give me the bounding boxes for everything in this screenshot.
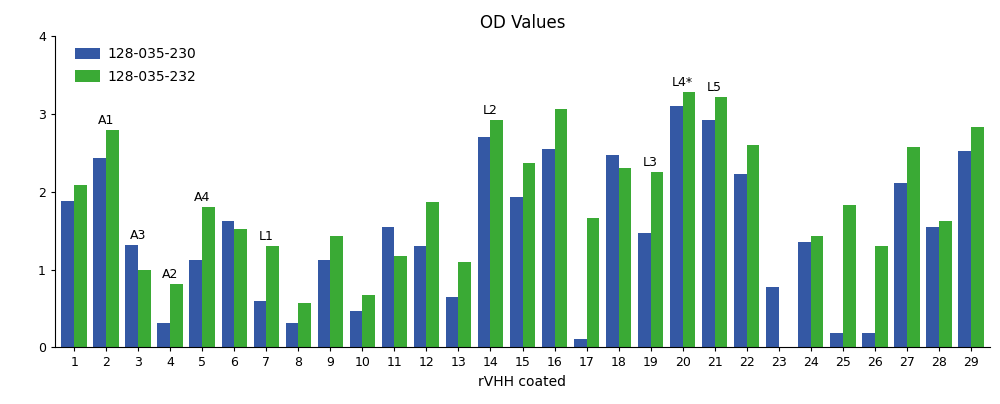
- Text: L4*: L4*: [672, 76, 693, 89]
- Bar: [234, 229, 247, 347]
- Bar: [106, 130, 119, 347]
- Bar: [907, 147, 920, 347]
- Text: L1: L1: [259, 230, 274, 243]
- Bar: [587, 218, 599, 347]
- Bar: [542, 149, 555, 347]
- Bar: [715, 97, 727, 347]
- Bar: [926, 227, 939, 347]
- Legend: 128-035-230, 128-035-232: 128-035-230, 128-035-232: [71, 43, 200, 88]
- Bar: [478, 137, 490, 347]
- Text: A3: A3: [130, 229, 146, 242]
- Bar: [394, 257, 407, 347]
- Bar: [382, 227, 394, 347]
- Bar: [651, 173, 663, 347]
- Bar: [318, 259, 330, 347]
- Bar: [958, 151, 971, 347]
- Bar: [574, 339, 587, 347]
- Bar: [798, 242, 811, 347]
- Bar: [843, 205, 856, 347]
- Bar: [93, 158, 106, 347]
- Text: A1: A1: [98, 114, 114, 126]
- Bar: [426, 202, 439, 347]
- Bar: [298, 303, 311, 347]
- Bar: [286, 322, 298, 347]
- Text: A4: A4: [194, 191, 210, 204]
- Bar: [606, 156, 619, 347]
- Bar: [638, 233, 651, 347]
- Bar: [747, 145, 759, 347]
- Bar: [683, 93, 695, 347]
- Bar: [490, 120, 503, 347]
- Bar: [414, 246, 426, 347]
- Bar: [670, 106, 683, 347]
- Text: A2: A2: [162, 267, 178, 280]
- Title: OD Values: OD Values: [480, 14, 565, 32]
- Bar: [510, 197, 522, 347]
- Bar: [125, 245, 138, 347]
- Bar: [138, 270, 151, 347]
- Bar: [939, 221, 952, 347]
- Bar: [894, 183, 907, 347]
- Bar: [522, 163, 535, 347]
- Bar: [202, 208, 215, 347]
- Bar: [702, 120, 715, 347]
- Bar: [830, 333, 843, 347]
- Bar: [222, 221, 234, 347]
- Bar: [170, 284, 183, 347]
- Bar: [875, 246, 888, 347]
- Bar: [254, 301, 266, 347]
- Text: L3: L3: [643, 156, 658, 169]
- Bar: [811, 236, 823, 347]
- Bar: [189, 259, 202, 347]
- Bar: [555, 109, 567, 347]
- Text: L5: L5: [707, 81, 722, 94]
- Bar: [266, 246, 279, 347]
- Bar: [61, 201, 74, 347]
- Bar: [350, 311, 362, 347]
- Bar: [619, 168, 631, 347]
- Bar: [734, 174, 747, 347]
- Bar: [330, 236, 343, 347]
- Bar: [157, 322, 170, 347]
- Bar: [458, 262, 471, 347]
- Bar: [362, 295, 375, 347]
- Text: L2: L2: [483, 104, 498, 117]
- Bar: [971, 127, 984, 347]
- Bar: [446, 297, 458, 347]
- Bar: [74, 185, 87, 347]
- Bar: [766, 287, 779, 347]
- X-axis label: rVHH coated: rVHH coated: [479, 375, 566, 389]
- Bar: [862, 333, 875, 347]
